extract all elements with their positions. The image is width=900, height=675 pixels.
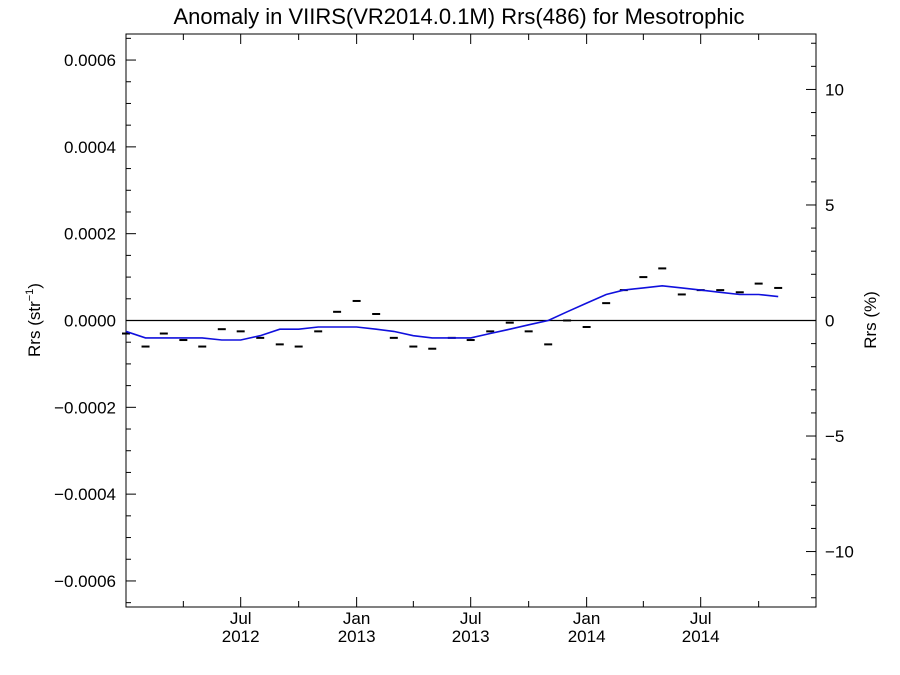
chart-title: Anomaly in VIIRS(VR2014.0.1M) Rrs(486) f… (174, 4, 745, 29)
x-tick-label-month: Jul (690, 609, 712, 628)
plot-area: −0.0006 −0.0004 −0.0002 0.0000 0.0002 0.0004 0… (54, 33, 854, 646)
y-axis-label-superscript: −1 (24, 289, 36, 302)
x-tick-label-year: 2014 (682, 627, 720, 646)
y-axis-label-text: Rrs (str (25, 301, 44, 357)
y-tick-label: 0.0006 (64, 51, 116, 70)
x-tick-label-year: 2014 (568, 627, 606, 646)
y-axis-label: Rrs (str−1) (24, 283, 44, 357)
x-tick-label-month: Jul (230, 609, 252, 628)
y-tick-label: −0.0002 (54, 398, 116, 417)
y-tick-label: 0.0004 (64, 138, 116, 157)
axis-ticks (126, 34, 816, 607)
y2-tick-labels: −10 −5 0 5 10 (825, 80, 854, 561)
x-tick-label-month: Jul (460, 609, 482, 628)
y-tick-label: −0.0006 (54, 572, 116, 591)
smoothed-anomaly-line (125, 284, 779, 341)
x-tick-label-year: 2013 (452, 627, 490, 646)
y-tick-label: −0.0004 (54, 485, 116, 504)
y-axis-label-suffix: ) (25, 283, 44, 289)
y-tick-label: 0.0000 (64, 312, 116, 331)
x-tick-label-year: 2012 (222, 627, 260, 646)
series-layer (122, 267, 783, 350)
y2-tick-label: 0 (825, 312, 834, 331)
y-tick-label: 0.0002 (64, 225, 116, 244)
y-tick-labels: −0.0006 −0.0004 −0.0002 0.0000 0.0002 0.0004 0… (54, 51, 116, 591)
y2-tick-label: −5 (825, 427, 844, 446)
y2-axis-label: Rrs (%) (861, 291, 880, 349)
y2-tick-label: 10 (825, 80, 844, 99)
y2-tick-label: −10 (825, 543, 854, 562)
x-tick-label-month: Jan (573, 609, 600, 628)
x-tick-label-month: Jan (343, 609, 370, 628)
x-tick-label-year: 2013 (338, 627, 376, 646)
y2-tick-label: 5 (825, 196, 834, 215)
